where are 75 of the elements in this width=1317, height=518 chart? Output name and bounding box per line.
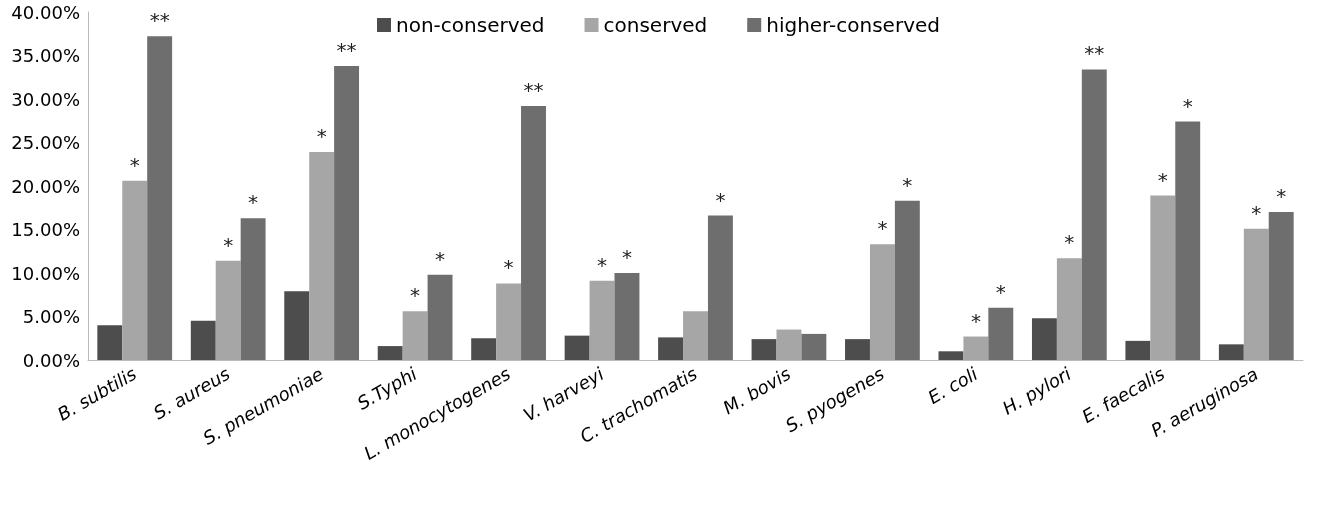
- data-label: *: [597, 252, 608, 277]
- bar: [1031, 318, 1057, 360]
- data-label: *: [435, 246, 446, 271]
- data-label: **: [336, 37, 357, 62]
- bar: [658, 337, 684, 360]
- data-label: **: [1084, 41, 1105, 66]
- y-tick-label: 10.00%: [11, 262, 80, 284]
- bar: [1056, 258, 1082, 360]
- data-label: *: [970, 308, 981, 333]
- data-label: *: [1276, 184, 1287, 209]
- y-tick-label: 30.00%: [11, 88, 80, 110]
- y-tick-label: 25.00%: [11, 132, 80, 153]
- bar: [284, 291, 310, 360]
- data-label: *: [902, 172, 913, 197]
- bar: [190, 320, 216, 360]
- data-label: *: [1251, 200, 1262, 225]
- data-label: *: [316, 124, 327, 149]
- bar: [240, 218, 266, 360]
- bar: [564, 335, 590, 360]
- data-label: *: [503, 255, 514, 280]
- bar: [988, 307, 1014, 360]
- bar: [751, 339, 777, 360]
- data-label: *: [1064, 230, 1075, 255]
- bar: [707, 215, 733, 360]
- bar: [521, 105, 546, 360]
- bar: [1150, 195, 1176, 360]
- bar: [589, 280, 615, 360]
- data-label: *: [223, 232, 234, 257]
- bar: [496, 283, 522, 360]
- data-label: *: [621, 245, 632, 269]
- bar: [215, 260, 241, 360]
- y-tick-label: 20.00%: [11, 175, 80, 197]
- bar: [776, 329, 802, 360]
- bar: [309, 152, 335, 360]
- bar: [377, 346, 403, 360]
- bar: [1081, 69, 1107, 360]
- bar: [894, 200, 920, 360]
- bar: [614, 273, 640, 360]
- bar: [334, 65, 360, 360]
- data-label: *: [715, 187, 726, 212]
- bar: [1125, 340, 1151, 360]
- data-label: **: [149, 8, 170, 33]
- bar: [122, 180, 148, 360]
- y-tick-label: 0.00%: [22, 349, 80, 371]
- bar: [963, 336, 989, 360]
- y-tick-label: 35.00%: [11, 45, 80, 66]
- bar: [1268, 212, 1294, 360]
- data-label: *: [995, 279, 1006, 304]
- legend-label: higher-conserved: [766, 13, 940, 37]
- bar: [1243, 228, 1269, 360]
- data-label: *: [248, 190, 259, 215]
- bar: [801, 333, 827, 360]
- y-tick-label: 15.00%: [11, 219, 80, 240]
- y-tick-label: 5.00%: [22, 306, 80, 327]
- bar: [683, 311, 708, 360]
- bar: [845, 339, 870, 360]
- bar: [471, 338, 497, 360]
- legend-label: non-conserved: [396, 13, 545, 37]
- data-label: *: [1182, 93, 1193, 118]
- x-tick-label: E. coli: [924, 362, 982, 408]
- bar: [402, 311, 428, 360]
- legend-label: conserved: [603, 13, 708, 37]
- bar: [427, 274, 453, 360]
- data-label: *: [877, 216, 888, 241]
- bar: [869, 244, 895, 360]
- data-label: **: [523, 77, 544, 102]
- data-label: *: [1157, 167, 1168, 192]
- y-tick-label: 40.00%: [11, 1, 80, 23]
- bar: [1175, 121, 1201, 360]
- bar: [938, 351, 964, 360]
- data-label: *: [129, 152, 140, 177]
- bar: [1218, 344, 1244, 360]
- bar: [97, 325, 123, 360]
- data-label: *: [410, 283, 421, 308]
- bar: [147, 36, 173, 360]
